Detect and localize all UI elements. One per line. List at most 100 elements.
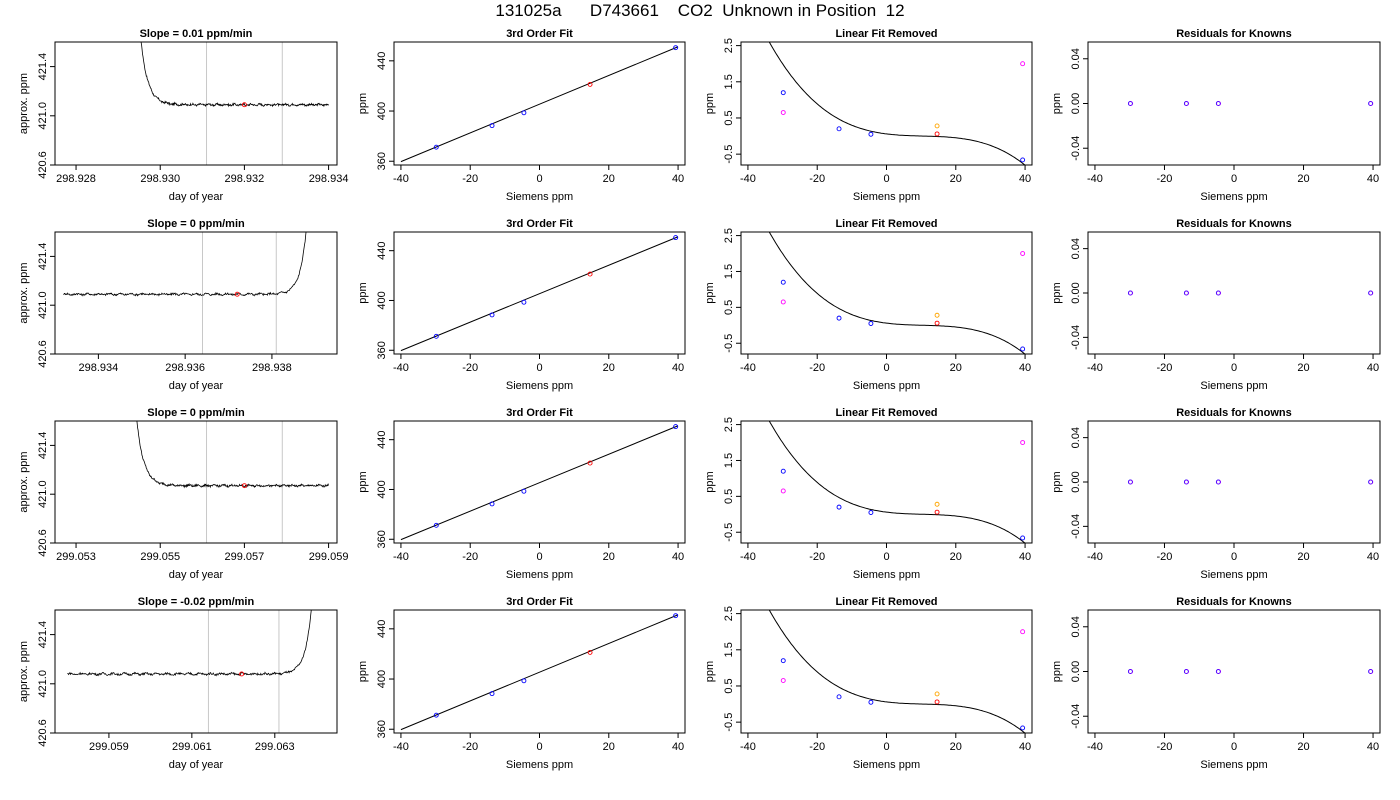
x-tick-label: -20	[462, 362, 478, 374]
y-tick-label: 440	[376, 52, 388, 70]
panel-title: 3rd Order Fit	[506, 596, 573, 608]
x-axis-label: day of year	[169, 759, 224, 771]
axes-frame	[54, 41, 338, 166]
x-tick-label: -40	[1087, 741, 1103, 753]
plot-area	[768, 610, 1026, 733]
x-tick-label: -20	[809, 173, 825, 185]
x-tick-label: 40	[1019, 741, 1031, 753]
fit-line	[400, 425, 679, 541]
data-point	[934, 691, 940, 697]
x-tick-label: 0	[883, 173, 889, 185]
x-axis-label: Siemens ppm	[1200, 191, 1267, 203]
x-tick-label: 299.055	[140, 551, 180, 563]
x-tick-label: -40	[740, 362, 756, 374]
data-point	[521, 678, 527, 684]
y-tick-label: -0.5	[723, 523, 735, 542]
y-tick-label: 421.4	[37, 243, 49, 271]
x-axis-label: day of year	[169, 380, 224, 392]
data-point-overlay	[1128, 669, 1134, 674]
plot-area	[400, 613, 679, 731]
y-tick-label: 421.4	[37, 621, 49, 649]
data-point-overlay	[1216, 101, 1222, 106]
data-point	[780, 488, 786, 494]
fit-line	[400, 236, 679, 352]
x-tick-label: -20	[1157, 741, 1173, 753]
x-tick-label: 0	[536, 362, 542, 374]
x-tick-label: -40	[393, 362, 409, 374]
data-point	[587, 271, 593, 277]
data-point	[780, 279, 786, 285]
data-point	[521, 110, 527, 116]
panel-trace-1: Slope = 0 ppm/min 298.934 298.936 298.938 42…	[18, 218, 338, 392]
fit-curve	[768, 232, 1026, 354]
x-tick-label: -40	[740, 173, 756, 185]
y-tick-label: -0.5	[723, 145, 735, 164]
y-tick-label: 0.5	[723, 489, 735, 504]
data-point	[934, 131, 940, 137]
y-tick-label: 421.4	[37, 53, 49, 81]
y-tick-label: 0.00	[1070, 471, 1082, 492]
y-tick-label: -0.04	[1070, 704, 1082, 729]
y-tick-label: 0.00	[1070, 93, 1082, 114]
data-point	[934, 312, 940, 318]
panel-title: Linear Fit Removed	[835, 28, 937, 40]
y-tick-label: 421.0	[37, 291, 49, 319]
x-axis-label: Siemens ppm	[1200, 569, 1267, 581]
data-point	[1020, 535, 1026, 541]
x-tick-label: 299.053	[56, 551, 96, 563]
x-tick-label: 0	[1231, 551, 1237, 563]
x-tick-label: -40	[393, 551, 409, 563]
x-tick-label: 40	[1019, 173, 1031, 185]
data-point	[433, 522, 439, 528]
selected-point	[234, 291, 240, 297]
x-tick-label: 20	[950, 551, 962, 563]
data-point	[780, 299, 786, 305]
y-axis-label: ppm	[1051, 661, 1063, 682]
data-point	[868, 131, 874, 137]
data-point-overlay	[1128, 101, 1134, 106]
y-tick-label: 400	[376, 291, 388, 309]
y-tick-label: 0.04	[1070, 238, 1082, 259]
x-tick-label: 298.928	[56, 173, 96, 185]
x-tick-label: 0	[536, 173, 542, 185]
axes-frame	[740, 420, 1033, 544]
data-point	[433, 144, 439, 150]
selected-point	[241, 483, 247, 489]
axes-frame	[1087, 609, 1381, 734]
data-point	[433, 712, 439, 718]
y-tick-label: 400	[376, 670, 388, 688]
y-tick-label: 420.6	[37, 529, 49, 557]
x-tick-label: 40	[672, 741, 684, 753]
plot-area	[400, 45, 679, 163]
plot-area	[1127, 101, 1374, 106]
x-tick-label: 20	[1297, 741, 1309, 753]
data-point	[587, 649, 593, 655]
plot-area	[136, 421, 329, 543]
y-axis-label: ppm	[1051, 93, 1063, 114]
panel-linear-2: Linear Fit Removed -40 -20 0 20 40 -0.5 0.5 1.5 2…	[704, 407, 1033, 581]
data-point	[868, 321, 874, 326]
data-point-overlay	[1368, 669, 1374, 674]
y-tick-label: 420.6	[37, 340, 49, 368]
x-tick-label: -40	[393, 173, 409, 185]
x-tick-label: 40	[672, 173, 684, 185]
x-tick-label: 0	[883, 741, 889, 753]
panel-title: Slope = 0 ppm/min	[147, 218, 245, 230]
y-axis-label: ppm	[1051, 471, 1063, 492]
y-tick-label: 420.6	[37, 719, 49, 747]
x-tick-label: -20	[1157, 551, 1173, 563]
data-point	[780, 468, 786, 474]
y-tick-label: 0.04	[1070, 427, 1082, 448]
y-tick-label: 0.04	[1070, 48, 1082, 69]
y-tick-label: -0.5	[723, 334, 735, 353]
data-point	[780, 658, 786, 664]
data-point	[780, 110, 786, 115]
data-point	[587, 81, 593, 87]
x-tick-label: 299.061	[172, 741, 212, 753]
x-tick-label: -20	[462, 173, 478, 185]
axes-frame	[1087, 41, 1381, 166]
axes-frame	[1087, 420, 1381, 544]
x-tick-label: 299.063	[255, 741, 295, 753]
panel-trace-0: Slope = 0.01 ppm/min 298.928 298.930 298.93…	[18, 28, 348, 203]
y-tick-label: 2.5	[723, 417, 735, 432]
